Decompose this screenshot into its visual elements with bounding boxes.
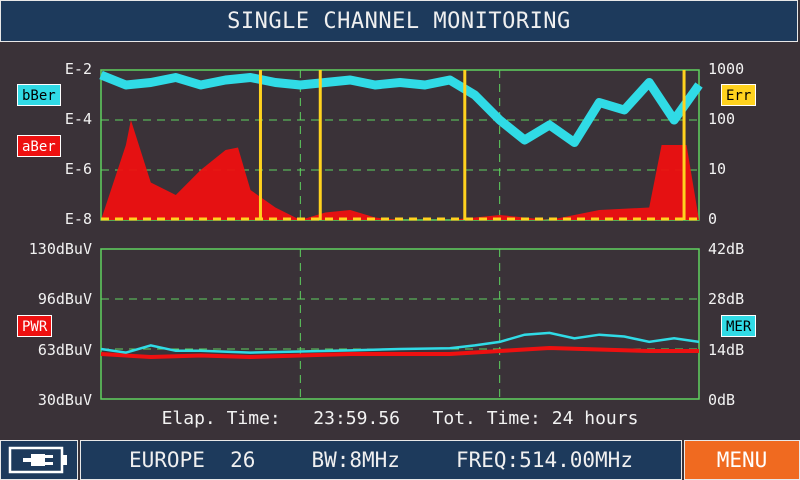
top-right-tick-3: 0 [708,210,717,228]
bottom-left-tick-3: 30dBuV [38,391,92,409]
elapsed-value: 23:59.56 [313,408,400,429]
monitoring-plots: E-2 E-4 E-6 E-8 1000 100 10 0 130dBuV 96… [0,44,800,436]
bottom-left-tick-0: 130dBuV [29,240,92,258]
level-grid-frame [100,248,700,400]
channel-number: 26 [230,448,256,472]
pwr-legend-badge: PWR [17,315,53,337]
elapsed-time-readout: Elap. Time: 23:59.56 Tot. Time: 24 hours [0,408,800,429]
elapsed-label: Elap. Time: [161,408,281,429]
page-title-text: SINGLE CHANNEL MONITORING [227,8,571,34]
bottom-right-tick-2: 14dB [708,341,744,359]
top-right-tick-2: 10 [708,160,726,178]
bottom-left-tick-1: 96dBuV [38,290,92,308]
bottom-right-tick-0: 42dB [708,240,744,258]
total-time-label: Tot. Time: [432,408,541,429]
region-label: EUROPE 26 [129,448,256,472]
pwr-series [100,345,699,360]
top-left-tick-2: E-6 [65,160,92,178]
menu-button[interactable]: MENU [684,440,800,480]
level-plot-grid [100,248,700,400]
top-right-tick-0: 1000 [708,60,744,78]
aber-legend-badge: aBer [17,135,61,157]
mer-legend-badge: MER [721,315,757,337]
status-footer: EUROPE 26 BW:8MHz FREQ:514.00MHz MENU [0,440,800,480]
top-left-tick-1: E-4 [65,110,92,128]
bber-legend-badge: bBer [17,84,61,106]
total-time-value: 24 hours [551,408,639,429]
err-legend-badge: Err [721,84,757,106]
bottom-left-tick-2: 63dBuV [38,341,92,359]
plug-battery-icon [0,440,78,480]
chart-series [99,70,703,360]
monitoring-chart: E-2 E-4 E-6 E-8 1000 100 10 0 130dBuV 96… [29,60,744,409]
channel-info: EUROPE 26 BW:8MHz FREQ:514.00MHz [80,440,682,480]
bottom-right-tick-1: 28dB [708,290,744,308]
bber-series [99,70,703,147]
top-left-tick-0: E-2 [65,60,92,78]
page-title: SINGLE CHANNEL MONITORING [0,0,798,42]
bandwidth-label: BW:8MHz [311,448,400,472]
mer-series [100,331,700,354]
aber-series [101,120,699,220]
top-right-tick-1: 100 [708,110,735,128]
bottom-right-tick-3: 0dB [708,391,735,409]
top-left-tick-3: E-8 [65,210,92,228]
frequency-label: FREQ:514.00MHz [455,448,633,472]
